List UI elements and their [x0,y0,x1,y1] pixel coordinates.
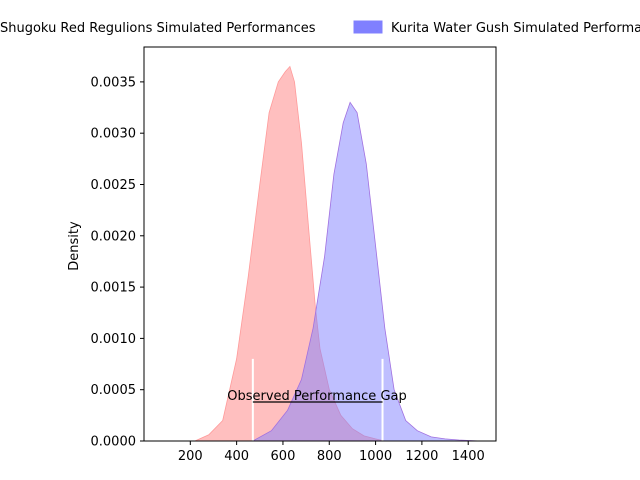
legend-swatch-kurita [353,20,383,34]
plot-area [194,65,480,442]
x-tick-label: 1000 [359,449,392,464]
y-tick-label: 0.0035 [91,75,137,90]
series-area-kurita [251,101,480,442]
x-tick-label: 400 [224,449,249,464]
y-tick-label: 0.0015 [91,281,137,296]
y-tick-label: 0.0010 [91,332,137,347]
legend: Shugoku Red Regulions Simulated Performa… [0,20,640,36]
x-tick-label: 800 [317,449,342,464]
x-tick-label: 600 [271,449,296,464]
legend-label-shugoku: Shugoku Red Regulions Simulated Performa… [0,21,316,36]
axes: 200 400 600 800 1000 1200 1400 0.0000 0.0005 0.00… [91,46,497,464]
plot-frame [143,46,497,442]
legend-label-kurita: Kurita Water Gush Simulated Performances [391,21,640,36]
x-tick-label: 1400 [452,449,485,464]
x-tick-label: 1200 [405,449,438,464]
x-tick-label: 200 [178,449,203,464]
annotation: Observed Performance Gap [227,389,406,404]
y-axis-label: Density [67,221,82,271]
y-tick-label: 0.0005 [91,383,137,398]
y-tick-label: 0.0020 [91,229,137,244]
y-tick-label: 0.0025 [91,178,137,193]
y-tick-label: 0.0030 [91,127,137,142]
annotation-text: Observed Performance Gap [227,389,406,404]
y-tick-label: 0.0000 [91,435,137,450]
